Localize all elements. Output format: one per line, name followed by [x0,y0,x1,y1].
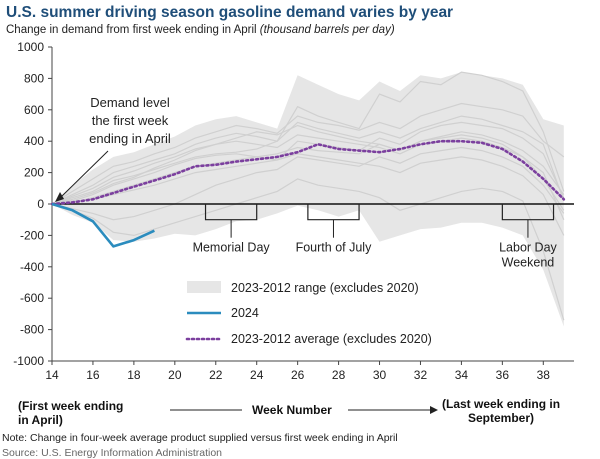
x-tick-label: 38 [537,368,551,382]
x-start-label-line2: in April) [18,413,63,427]
historical-line-6 [51,178,565,321]
x-tick-label: 30 [373,368,387,382]
historical-line-9 [51,153,565,236]
y-tick-label: -200 [20,228,44,242]
holiday-brackets: Memorial Day Fourth of July Labor DayWeeke… [193,204,558,270]
y-tick-label: -400 [20,260,44,274]
historical-line-7 [51,134,565,211]
subtitle-text: Change in demand from first week ending … [6,24,260,36]
memorial-day-annotation-label: Memorial Day [193,241,271,255]
x-tick-label: 20 [168,368,182,382]
x-start-label: (First week ending in April) [18,399,123,427]
y-tick-label: -800 [20,323,44,337]
historical-line-2 [51,121,565,205]
y-tick-label: -600 [20,291,44,305]
x-tick-label: 28 [332,368,346,382]
historical-line-1 [51,71,565,205]
x-tick-label: 16 [86,368,100,382]
x-tick-label: 34 [455,368,469,382]
chart-note: Note: Change in four-week average produc… [2,432,398,444]
labor-day-annotation-label-line-1: Labor Day [499,241,557,255]
week-arrow-head [430,406,438,414]
legend-average-label: 2023-2012 average (excludes 2020) [231,332,432,346]
chart-subtitle: Change in demand from first week ending … [6,24,395,36]
y-tick-label: 600 [24,103,44,117]
y-tick-label: -1000 [13,354,44,368]
historical-lines [51,71,565,321]
fourth-of-july-annotation-label: Fourth of July [296,241,372,255]
average-line [50,139,566,206]
chart-title: U.S. summer driving season gasoline dema… [6,4,454,21]
historical-line-4 [51,146,565,221]
x-start-label-line1: (First week ending [18,399,124,413]
historical-line-8 [51,124,565,205]
x-tick-label: 26 [291,368,305,382]
series-2024-line [51,202,155,248]
y-tick-label: 1000 [17,40,44,54]
y-tick-label: 400 [24,134,44,148]
chart-source: Source: U.S. Energy Information Administ… [2,447,223,459]
range-band-area [52,72,564,327]
demand-level-label-line-1: Demand level [90,95,170,110]
x-tick-label: 18 [127,368,141,382]
x-tick-label: 22 [209,368,223,382]
y-tick-label: 200 [24,166,44,180]
annotations: Demand level the first week ending in Apri… [55,95,438,414]
x-tick-label: 14 [45,368,59,382]
x-tick-label: 32 [414,368,428,382]
subtitle-unit: (thousand barrels per day) [259,24,395,36]
x-end-label: (Last week ending in September) [442,397,560,425]
legend: 2023-2012 range (excludes 2020) 2024 2023-… [185,281,432,346]
x-tick-label: 24 [250,368,264,382]
y-tick-label: 800 [24,71,44,85]
demand-level-label-line-2: the first week [92,113,169,128]
x-axis-title: Week Number [252,403,332,417]
legend-2024-label: 2024 [231,306,259,320]
demand-level-label-line-3: ending in April [89,131,171,146]
historical-line-3 [51,115,565,205]
x-tick-label: 36 [496,368,510,382]
demand-level-arrow-line [60,150,109,198]
axes: -1000 -800 -600 -400 -200 0 200 400 600 800 1000 14… [13,40,574,382]
range-band [52,72,564,327]
legend-range-swatch [187,281,221,293]
x-end-label-line2: September) [468,411,535,425]
historical-line-10 [51,102,565,205]
legend-range-label: 2023-2012 range (excludes 2020) [231,281,419,295]
series-lines [50,139,566,248]
x-end-label-line1: (Last week ending in [442,397,561,411]
labor-day-annotation-label-line-2: Weekend [502,256,555,270]
demand-level-arrow-head [55,192,64,202]
y-tick-label: 0 [37,197,44,211]
